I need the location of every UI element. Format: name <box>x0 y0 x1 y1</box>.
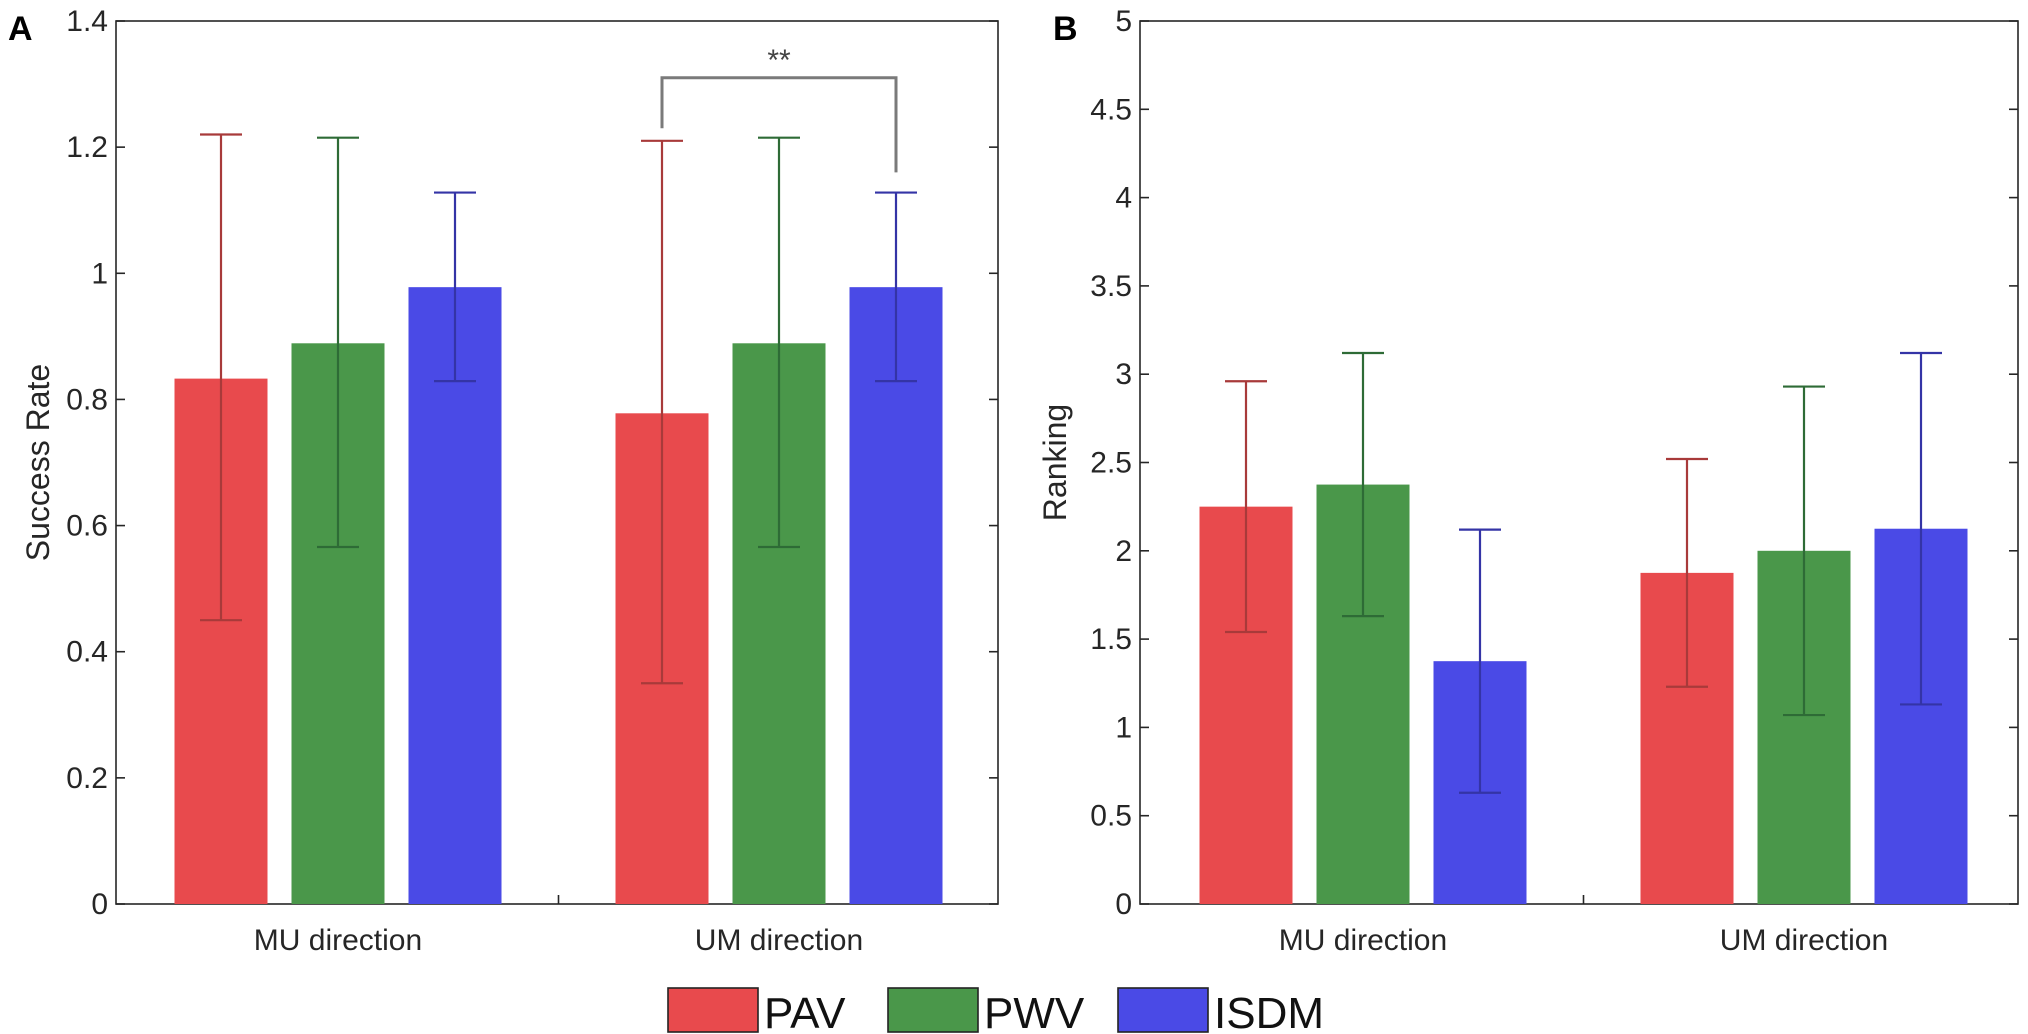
panel-letter: B <box>1053 10 1078 48</box>
x-category-label: UM direction <box>1720 924 1888 957</box>
y-tick-label: 1.2 <box>66 131 108 164</box>
y-tick-label: 0.2 <box>66 762 108 795</box>
y-tick-label: 3 <box>1115 358 1132 391</box>
x-category-label: MU direction <box>254 924 422 957</box>
y-tick-label: 2.5 <box>1090 447 1132 480</box>
y-axis-title: Success Rate <box>20 364 56 561</box>
legend-label-pav: PAV <box>764 989 846 1034</box>
y-tick-label: 1 <box>91 257 108 290</box>
legend-label-isdm: ISDM <box>1214 989 1324 1034</box>
y-tick-label: 3.5 <box>1090 270 1132 303</box>
legend-swatch-pwv <box>887 987 979 1033</box>
y-tick-label: 0.6 <box>66 510 108 543</box>
y-tick-label: 1.4 <box>66 5 108 38</box>
legend: PAV PWV ISDM <box>667 987 1324 1034</box>
plot-area-box <box>115 20 999 905</box>
y-tick-label: 0.8 <box>66 383 108 416</box>
y-tick-label: 0 <box>1115 888 1132 921</box>
bar-isdm <box>849 287 943 904</box>
y-tick-label: 0.5 <box>1090 800 1132 833</box>
significance-bracket <box>660 76 898 173</box>
y-tick-label: 1 <box>1115 711 1132 744</box>
y-tick-label: 4 <box>1115 182 1132 215</box>
y-tick-label: 0.4 <box>66 636 108 669</box>
y-tick-label: 2 <box>1115 535 1132 568</box>
y-tick-label: 4.5 <box>1090 93 1132 126</box>
panel-a-chart: A 0 0.2 0.4 0.6 0.8 1 1.2 1.4 Success Rate MU dire… <box>8 5 999 957</box>
x-category-label: UM direction <box>695 924 863 957</box>
panel-b-chart: B 0 0.5 1 1.5 2 2.5 3 3.5 4 4.5 5 Ranking MU directio… <box>1037 5 2019 957</box>
legend-swatch-isdm <box>1117 987 1209 1033</box>
x-category-label: MU direction <box>1279 924 1447 957</box>
panel-letter: A <box>8 10 33 48</box>
bar-isdm <box>408 287 502 904</box>
legend-label-pwv: PWV <box>984 989 1085 1034</box>
y-tick-label: 0 <box>91 888 108 921</box>
y-tick-label: 1.5 <box>1090 623 1132 656</box>
significance-marker: ** <box>767 44 791 77</box>
legend-swatch-pav <box>667 987 759 1033</box>
y-axis-title: Ranking <box>1037 404 1073 521</box>
y-tick-label: 5 <box>1115 5 1132 38</box>
